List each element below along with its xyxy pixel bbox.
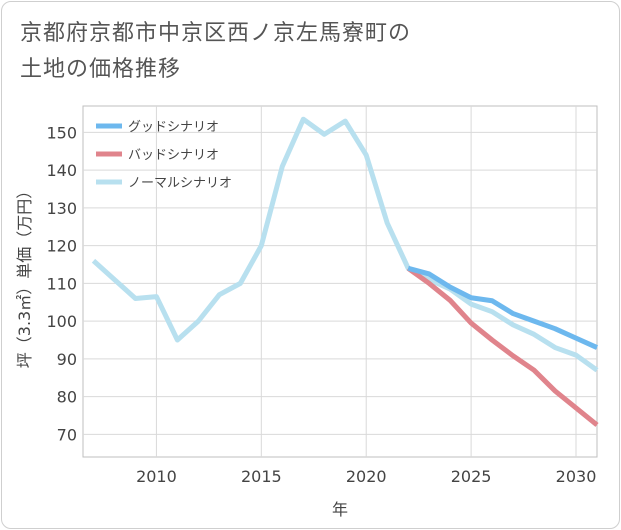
x-tick-label: 2015 <box>241 467 282 486</box>
chart-title: 京都府京都市中京区西ノ京左馬寮町の 土地の価格推移 <box>20 16 580 88</box>
x-tick-label: 2030 <box>556 467 597 486</box>
chart-title-line-2: 土地の価格推移 <box>20 57 182 82</box>
legend-label: バッドシナリオ <box>128 148 219 163</box>
x-axis-title: 年 <box>332 500 348 519</box>
series-line-1 <box>406 266 599 427</box>
legend-label: グッドシナリオ <box>128 120 219 135</box>
x-axis-ticks: 2010 2015 2020 2025 2030 <box>136 467 596 486</box>
y-tick-label: 150 <box>46 123 77 142</box>
y-tick-label: 100 <box>46 312 77 331</box>
y-axis-ticks: 70 80 90 100 110 120 130 140 150 <box>46 123 77 444</box>
x-tick-label: 2020 <box>346 467 387 486</box>
plot-area <box>82 105 598 458</box>
chart-title-line-1: 京都府京都市中京区西ノ京左馬寮町の <box>20 21 412 46</box>
y-tick-label: 140 <box>46 161 77 180</box>
x-tick-label: 2025 <box>451 467 492 486</box>
series-line-0 <box>407 265 599 350</box>
y-tick-label: 110 <box>46 274 77 293</box>
y-tick-label: 130 <box>46 199 77 218</box>
legend-label: ノーマルシナリオ <box>128 176 232 191</box>
series-line-2 <box>91 116 599 373</box>
y-tick-label: 80 <box>57 388 77 407</box>
x-tick-label: 2010 <box>136 467 177 486</box>
y-tick-label: 120 <box>46 237 77 256</box>
y-tick-label: 90 <box>57 350 77 369</box>
series-layer <box>91 116 599 427</box>
y-tick-label: 70 <box>57 425 77 444</box>
y-axis-title: 坪（3.3㎡）単価（万円） <box>15 183 34 368</box>
